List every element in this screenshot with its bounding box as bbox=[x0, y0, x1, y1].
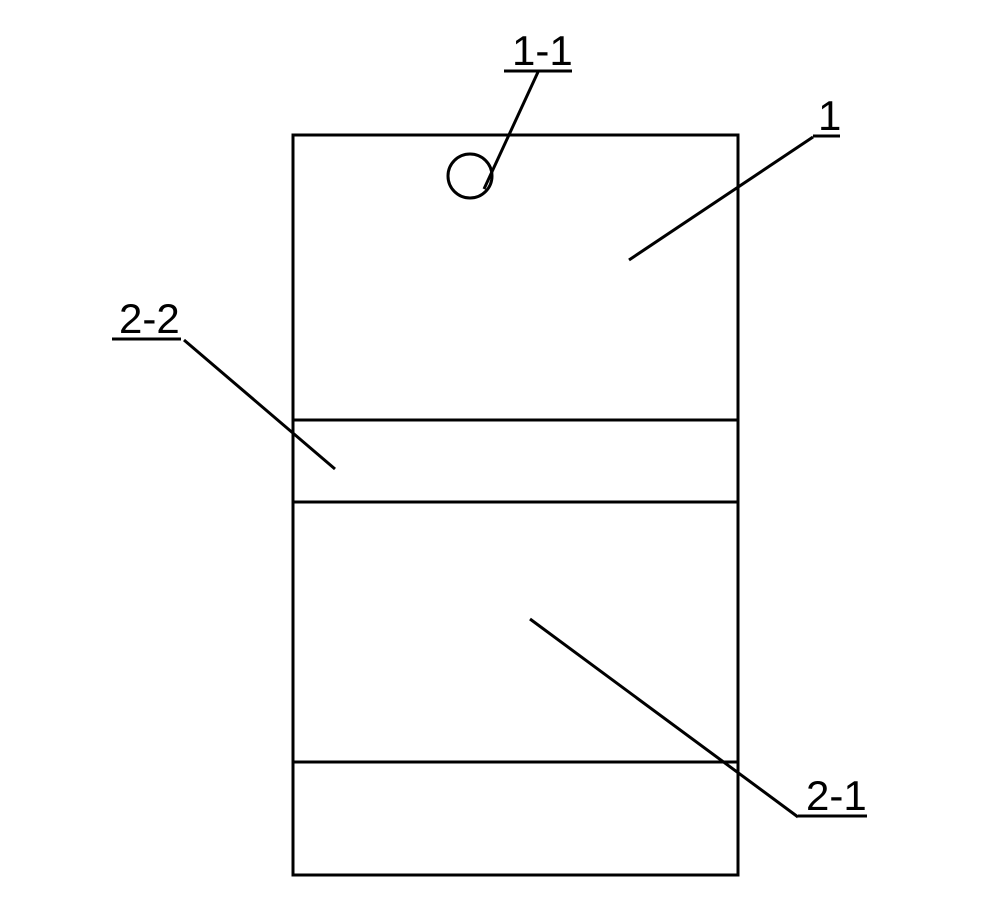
label-bottom: 2-1 bbox=[806, 772, 867, 819]
label-left: 2-2 bbox=[119, 295, 180, 342]
label-right: 1 bbox=[818, 92, 841, 139]
label-top: 1-1 bbox=[512, 27, 573, 74]
